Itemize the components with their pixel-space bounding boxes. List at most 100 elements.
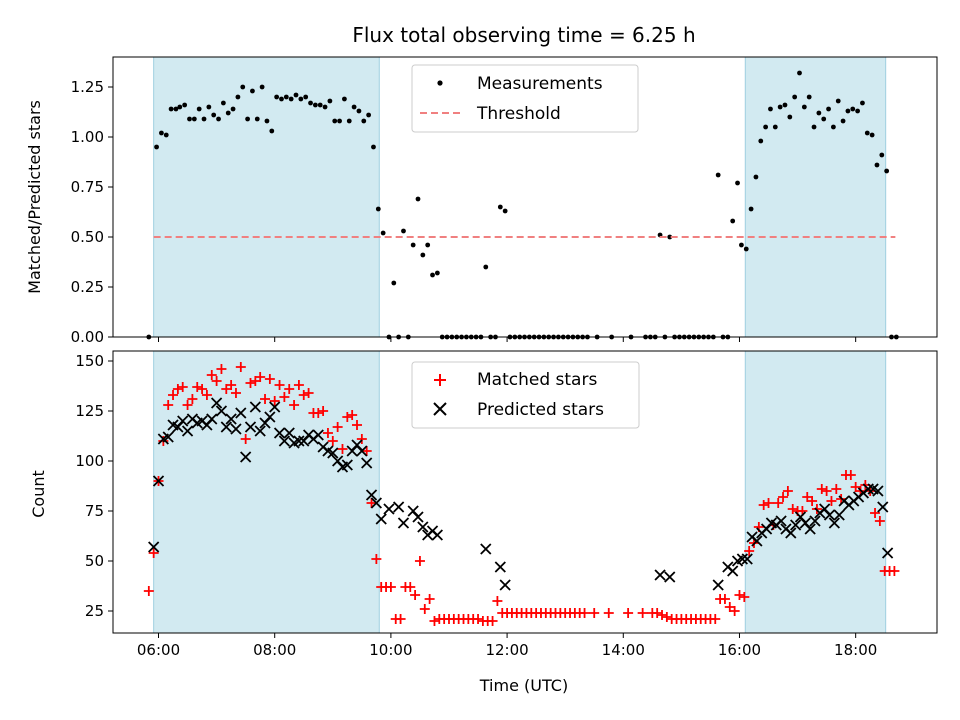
matched-point-20 [240, 434, 251, 444]
matched-point-132 [826, 496, 837, 506]
legend-threshold-label: Threshold [476, 104, 561, 124]
matched-point-72 [492, 596, 503, 606]
predicted-point-14 [215, 405, 228, 417]
measurement-point-17 [230, 106, 236, 112]
predicted-point-58 [494, 561, 506, 573]
bottom-legend: Matched stars Predicted stars [411, 361, 640, 429]
matched-point-141 [870, 508, 881, 518]
matched-point-6 [172, 384, 183, 394]
measurement-point-43 [356, 108, 362, 114]
measurement-point-118 [758, 138, 764, 144]
predicted-point-52 [412, 511, 424, 523]
predicted-point-85 [828, 517, 840, 529]
predicted-point-57 [480, 543, 492, 555]
matched-point-27 [274, 380, 285, 390]
matched-point-122 [778, 492, 789, 502]
predicted-point-7 [181, 425, 194, 437]
measurement-point-14 [216, 116, 221, 122]
measurement-point-4 [168, 106, 174, 112]
predicted-point-95 [877, 501, 889, 513]
matched-point-28 [279, 392, 290, 402]
matched-point-0 [143, 586, 154, 596]
measurement-point-59 [434, 270, 440, 276]
measurement-point-10 [196, 106, 202, 112]
measurement-point-128 [806, 94, 812, 100]
measurement-point-21 [250, 88, 255, 94]
matched-point-112 [729, 606, 740, 616]
matched-point-5 [168, 390, 179, 400]
measurement-point-19 [240, 84, 246, 90]
legend-predicted-marker [433, 402, 447, 416]
measurement-point-132 [826, 106, 831, 112]
predicted-point-64 [727, 565, 739, 577]
measurement-point-122 [777, 104, 783, 110]
measurement-point-22 [254, 116, 260, 122]
measurement-point-34 [312, 102, 318, 108]
measurement-point-23 [259, 84, 265, 90]
measurement-point-45 [366, 112, 372, 118]
predicted-point-94 [872, 485, 884, 497]
measurement-point-7 [182, 102, 188, 108]
predicted-point-20 [244, 421, 257, 433]
matched-point-26 [269, 396, 280, 406]
y-tick-label-0-4: 1.00 [71, 128, 104, 146]
y-tick-label-1-3: 100 [75, 452, 104, 470]
measurement-point-99 [667, 234, 673, 240]
matched-point-10 [192, 382, 203, 392]
measurement-point-46 [371, 144, 376, 150]
matched-point-52 [395, 614, 406, 624]
predicted-point-37 [327, 447, 339, 459]
measurement-point-41 [346, 118, 352, 124]
measurement-point-54 [410, 242, 416, 248]
measurement-point-12 [206, 104, 212, 110]
x-tick-label-0: 06:00 [137, 641, 180, 659]
matched-point-50 [385, 582, 396, 592]
predicted-point-18 [235, 407, 247, 419]
measurement-point-6 [177, 104, 183, 110]
top-panel: 0.00 0.25 0.50 0.75 1.00 1.25 Measurements Th… [25, 56, 938, 346]
matched-point-97 [657, 610, 668, 620]
predicted-point-77 [789, 519, 802, 531]
matched-point-43 [352, 420, 363, 430]
measurement-point-32 [303, 94, 309, 100]
predicted-point-16 [225, 413, 237, 425]
top-legend: Measurements Threshold [411, 64, 639, 133]
matched-point-123 [782, 486, 793, 496]
bottom-x-axis-label: Time (UTC) [479, 676, 568, 695]
measurement-point-55 [415, 196, 421, 202]
matched-point-121 [773, 498, 784, 508]
x-tick-label-1: 08:00 [253, 641, 296, 659]
measurement-point-120 [768, 106, 773, 112]
measurement-point-47 [375, 206, 381, 212]
predicted-point-67 [741, 553, 753, 565]
measurement-point-37 [327, 98, 333, 104]
panel-frame-1 [112, 350, 938, 634]
measurement-point-28 [283, 94, 289, 100]
matched-point-25 [264, 374, 275, 384]
measurement-point-112 [730, 218, 736, 224]
matched-point-119 [763, 498, 774, 508]
matched-point-42 [347, 410, 358, 420]
x-tick-label-5: 16:00 [718, 641, 761, 659]
predicted-point-25 [269, 401, 281, 413]
predicted-point-81 [809, 515, 821, 527]
matched-point-35 [313, 408, 324, 418]
measurement-point-69 [483, 264, 489, 270]
predicted-point-34 [312, 429, 324, 441]
y-tick-label-0-0: 0.00 [71, 328, 104, 346]
predicted-point-50 [397, 517, 410, 529]
matched-point-24 [260, 394, 271, 404]
measurement-point-141 [869, 132, 875, 138]
predicted-point-0 [148, 541, 160, 553]
measurement-point-57 [425, 242, 431, 248]
matched-point-32 [298, 390, 309, 400]
predicted-point-61 [664, 571, 676, 583]
measurement-point-18 [235, 94, 241, 100]
y-tick-label-0-2: 0.50 [71, 228, 104, 246]
measurement-point-13 [211, 112, 217, 118]
y-tick-label-1-1: 50 [85, 552, 104, 570]
measurement-point-135 [840, 118, 846, 124]
matched-point-33 [303, 388, 314, 398]
predicted-point-60 [654, 569, 666, 581]
predicted-point-1 [152, 475, 165, 487]
